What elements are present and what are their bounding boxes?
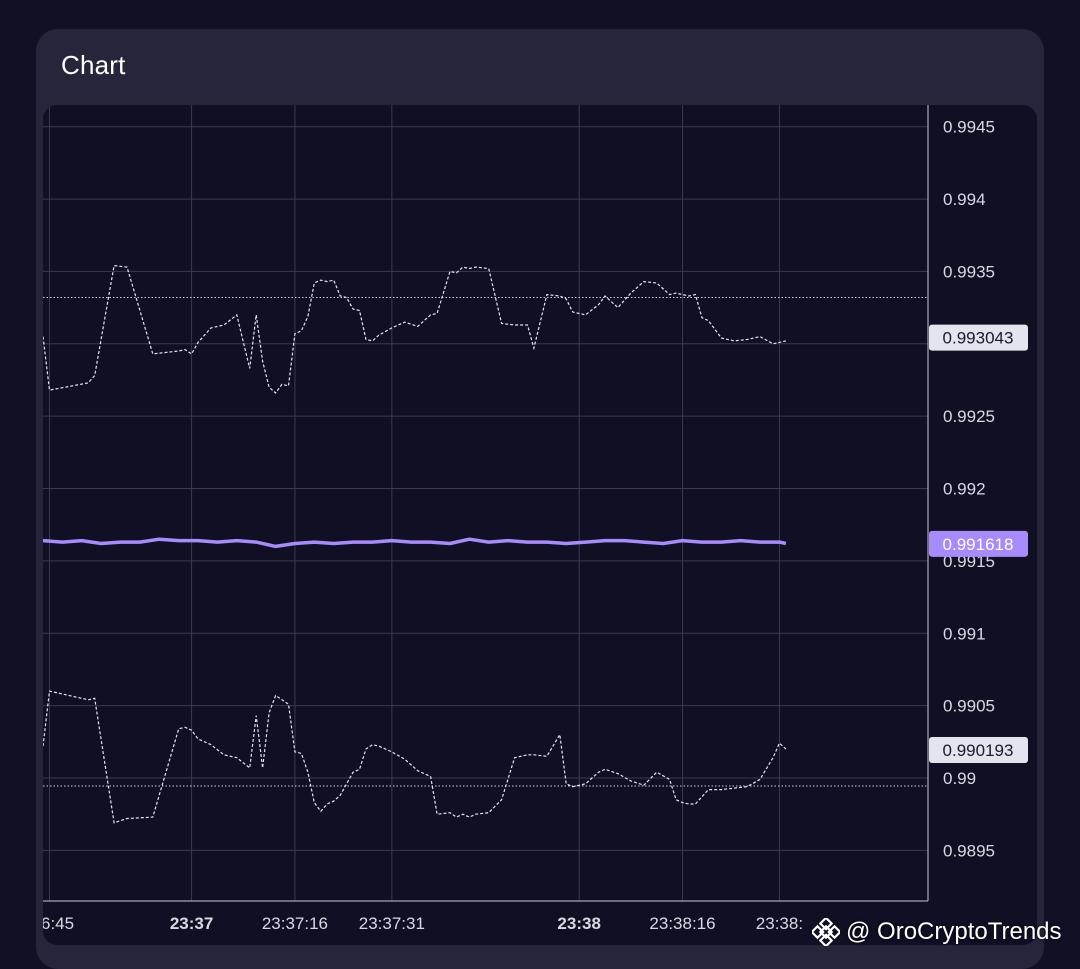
y-tick-label: 0.9935 — [943, 262, 995, 281]
y-tick-label: 0.9895 — [943, 841, 995, 860]
x-tick-label: 23:38: — [756, 914, 803, 933]
x-tick-label: 23:37 — [170, 914, 213, 933]
x-tick-label: 6:45 — [43, 914, 74, 933]
y-tick-label: 0.992 — [943, 480, 986, 499]
y-tick-label: 0.991 — [943, 624, 986, 643]
watermark-text: @ OroCryptoTrends — [846, 918, 1062, 945]
x-tick-label: 23:37:16 — [262, 914, 328, 933]
y-tick-label: 0.99 — [943, 769, 976, 788]
binance-logo-icon — [812, 918, 840, 946]
y-tick-label: 0.9905 — [943, 697, 995, 716]
chart-area[interactable]: 0.99450.9940.99350.9930.99250.9920.99150… — [43, 105, 1037, 945]
card-title: Chart — [61, 50, 126, 80]
price-badge-label: 0.991618 — [943, 535, 1014, 554]
y-tick-label: 0.994 — [943, 190, 986, 209]
price-badge-label: 0.990193 — [943, 741, 1014, 760]
price-badge-label: 0.993043 — [943, 329, 1014, 348]
watermark: @ OroCryptoTrends — [812, 915, 1062, 949]
bollinger-band-line — [43, 264, 787, 394]
y-tick-label: 0.9925 — [943, 407, 995, 426]
band-price-badge — [929, 737, 1028, 764]
price-chart[interactable]: 0.99450.9940.99350.9930.99250.9920.99150… — [43, 105, 1037, 945]
x-tick-label: 23:38 — [557, 914, 600, 933]
band-price-badge — [929, 324, 1028, 351]
x-tick-label: 23:38:16 — [649, 914, 715, 933]
x-tick-label: 23:37:31 — [359, 914, 425, 933]
middle-band-line — [43, 537, 787, 549]
y-tick-label: 0.9945 — [943, 118, 995, 137]
bollinger-band-line — [43, 690, 787, 824]
current-price-badge — [929, 530, 1028, 557]
